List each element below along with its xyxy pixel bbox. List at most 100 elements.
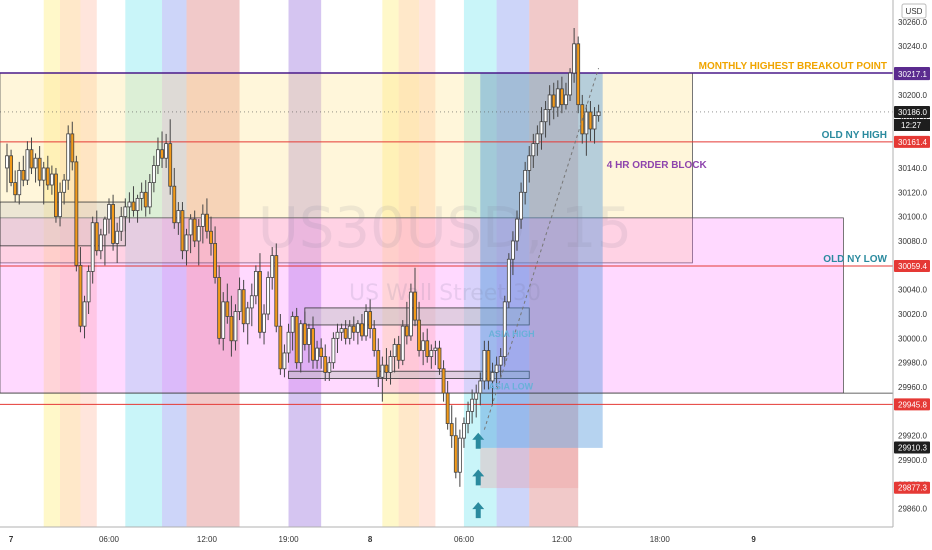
candle[interactable] [192, 210, 197, 248]
candle[interactable] [535, 125, 540, 156]
candle[interactable] [54, 167, 58, 223]
candle[interactable] [286, 323, 291, 363]
candle[interactable] [302, 311, 307, 351]
candle[interactable] [551, 82, 556, 120]
candle[interactable] [13, 170, 18, 203]
candle[interactable] [62, 174, 67, 205]
candle[interactable] [176, 202, 181, 235]
candle[interactable] [400, 320, 405, 366]
candle[interactable] [266, 271, 271, 321]
candle[interactable] [21, 155, 26, 187]
time-axis[interactable]: 7 06:00 12:00 19:00 8 06:00 12:00 18:00 9 [0, 526, 893, 550]
candle[interactable] [131, 186, 136, 217]
candle[interactable] [445, 380, 450, 430]
candle[interactable] [343, 320, 348, 345]
candle[interactable] [290, 311, 295, 351]
candle[interactable] [29, 137, 34, 175]
candle[interactable] [253, 265, 258, 305]
candle[interactable] [78, 247, 83, 333]
candle[interactable] [543, 101, 548, 138]
candle[interactable] [123, 198, 128, 232]
up-arrow-icon[interactable] [472, 469, 485, 486]
candle[interactable] [262, 304, 266, 345]
candle[interactable] [156, 137, 160, 175]
candle[interactable] [482, 340, 487, 390]
candle[interactable] [37, 146, 42, 187]
candle[interactable] [368, 299, 373, 339]
candle[interactable] [547, 85, 552, 126]
candle[interactable] [41, 161, 46, 205]
candle[interactable] [33, 153, 38, 183]
candle[interactable] [347, 320, 352, 345]
asia-low-box-zone[interactable] [288, 370, 530, 379]
candle[interactable] [274, 243, 279, 333]
candle[interactable] [376, 338, 381, 388]
candle[interactable] [205, 198, 209, 239]
candle[interactable] [523, 161, 528, 205]
candle[interactable] [94, 210, 99, 256]
candle[interactable] [572, 27, 577, 83]
candle[interactable] [396, 335, 401, 369]
candle[interactable] [49, 165, 54, 195]
candle[interactable] [86, 265, 91, 315]
candle[interactable] [119, 206, 124, 241]
candle[interactable] [531, 133, 536, 168]
candle[interactable] [486, 340, 491, 390]
candle[interactable] [200, 204, 205, 244]
candle[interactable] [421, 332, 426, 366]
candle[interactable] [139, 182, 144, 211]
candle[interactable] [519, 182, 523, 229]
candle[interactable] [429, 344, 434, 369]
candle[interactable] [241, 279, 246, 333]
candle[interactable] [364, 304, 368, 341]
candle[interactable] [339, 323, 344, 341]
candle[interactable] [315, 340, 319, 369]
candle[interactable] [9, 149, 13, 187]
candle[interactable] [180, 202, 185, 260]
candle[interactable] [592, 107, 597, 144]
candle[interactable] [351, 316, 356, 341]
price-axis[interactable]: 30260.030240.030200.030180.030140.030120… [892, 0, 932, 550]
candle[interactable] [457, 429, 462, 487]
candle[interactable] [490, 362, 495, 406]
candle[interactable] [90, 216, 95, 284]
candle[interactable] [209, 216, 213, 256]
candle[interactable] [151, 155, 156, 193]
candle[interactable] [294, 307, 299, 369]
candle[interactable] [380, 356, 385, 402]
up-arrow-icon[interactable] [472, 432, 485, 449]
candle[interactable] [282, 344, 287, 378]
candle[interactable] [103, 216, 107, 266]
candle[interactable] [127, 192, 132, 223]
candle[interactable] [355, 320, 360, 345]
candle[interactable] [147, 174, 152, 215]
candle[interactable] [404, 301, 409, 345]
candle[interactable] [441, 360, 446, 402]
candle[interactable] [270, 247, 275, 290]
candle[interactable] [478, 372, 483, 406]
candle[interactable] [319, 338, 324, 369]
candle[interactable] [298, 320, 303, 373]
candle[interactable] [502, 295, 507, 366]
candle[interactable] [335, 323, 340, 353]
candle[interactable] [70, 121, 75, 171]
candle[interactable] [233, 304, 238, 351]
candle[interactable] [258, 253, 262, 339]
up-arrow-icon[interactable] [472, 502, 485, 519]
candle[interactable] [494, 356, 499, 388]
candle[interactable] [229, 295, 234, 357]
candle[interactable] [107, 198, 111, 234]
candle[interactable] [555, 80, 560, 117]
candle[interactable] [249, 283, 254, 327]
candle[interactable] [217, 265, 222, 345]
candle[interactable] [111, 194, 115, 251]
candle[interactable] [506, 253, 511, 308]
candle[interactable] [25, 141, 30, 185]
candle[interactable] [462, 417, 466, 448]
candle[interactable] [74, 155, 79, 272]
candle[interactable] [115, 222, 120, 263]
candle[interactable] [225, 283, 230, 324]
candle[interactable] [474, 384, 479, 418]
candle[interactable] [515, 210, 519, 251]
